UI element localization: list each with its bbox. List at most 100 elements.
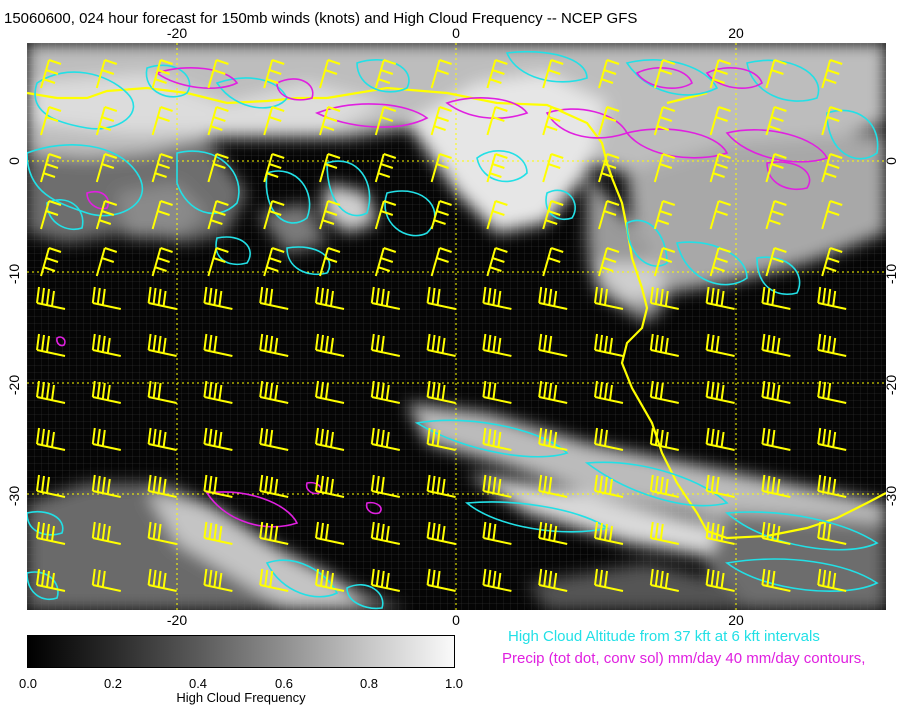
wind-barb [319,59,341,89]
wind-barb [151,247,173,277]
wind-barb [653,106,676,136]
wind-barb [36,380,66,404]
lon-tick-top-minus20: -20 [166,25,188,41]
wind-barb [761,333,791,357]
wind-barb [542,59,564,89]
colorbar-tick: 0.2 [103,676,123,691]
wind-barb [705,521,735,545]
wind-barb [370,286,401,310]
wind-barb [594,380,624,404]
wind-barb [482,427,512,451]
wind-barb [203,521,233,545]
wind-barb [538,521,568,545]
wind-barb [482,521,512,545]
wind-barb [709,200,731,230]
wind-barb [705,380,735,404]
wind-barb [817,568,847,592]
lon-tick-top-20: 20 [728,25,744,41]
wind-barb [430,153,452,183]
lon-tick-top-0: 0 [452,25,460,41]
wind-barb [95,200,118,230]
wind-barb [430,106,452,136]
wind-barb [542,247,564,277]
wind-barb [263,106,285,136]
wind-barb [817,333,847,357]
wind-barb [370,380,401,404]
colorbar-tick: 0.4 [188,676,208,691]
lat-lon-grid [27,43,886,610]
wind-barb [486,106,508,136]
wind-barb [538,286,568,310]
wind-barb [705,333,735,357]
wind-barb [147,521,177,545]
wind-barb [147,286,177,310]
wind-barb [765,106,787,136]
wind-barb [649,380,680,404]
wind-barb [649,521,680,545]
wind-barb [147,427,177,451]
wind-barb [486,247,508,277]
wind-barb [374,106,397,136]
wind-barb [482,286,512,310]
wind-barb [207,200,229,230]
wind-barb [426,380,456,404]
wind-barb [705,568,735,592]
wind-barb [374,247,397,277]
lon-tick-bottom-20: 20 [728,612,744,628]
wind-barb [36,474,66,498]
wind-barb [598,59,620,89]
wind-barb [594,474,624,498]
wind-barb [821,59,843,89]
wind-barb [259,333,289,357]
wind-barb [207,153,229,183]
wind-barb [709,106,731,136]
wind-barb [817,286,847,310]
lat-tick-left-minus10: -10 [6,263,22,285]
wind-barb [538,568,568,592]
wind-barb [259,474,289,498]
wind-barb [705,286,735,310]
wind-barb [821,247,843,277]
wind-barb [653,200,676,230]
wind-barb [203,427,233,451]
wind-barb [40,247,62,277]
wind-barb [207,59,229,89]
wind-barb [542,200,564,230]
forecast-map [27,43,886,610]
wind-barb [542,153,564,183]
wind-barb [207,247,229,277]
precip-note: Precip (tot dot, conv sol) mm/day 40 mm/… [502,650,866,667]
wind-barb [151,106,173,136]
wind-barb [649,333,680,357]
wind-barb [207,106,229,136]
wind-barb [319,247,341,277]
wind-barb [761,427,791,451]
wind-barb [147,568,177,592]
colorbar-tick: 1.0 [444,676,464,691]
wind-barb [147,474,177,498]
wind-barb [594,286,624,310]
wind-barb [761,474,791,498]
wind-barb [370,521,401,545]
wind-barb [263,59,285,89]
wind-barb [91,380,122,404]
wind-barb [95,106,118,136]
wind-barb [151,153,173,183]
wind-barb [598,247,620,277]
wind-barb [259,521,289,545]
wind-barb [594,427,624,451]
wind-barb [91,474,122,498]
wind-barb [259,286,289,310]
wind-barb [370,568,401,592]
wind-barb [821,153,843,183]
wind-barb [482,380,512,404]
wind-barb [426,474,456,498]
wind-barb [203,333,233,357]
wind-barb [538,427,568,451]
wind-barb [40,200,62,230]
wind-barb [598,106,620,136]
colorbar-tick: 0.8 [359,676,379,691]
lon-tick-bottom-minus20: -20 [166,612,188,628]
wind-barbs [36,59,847,592]
wind-barb [263,153,285,183]
